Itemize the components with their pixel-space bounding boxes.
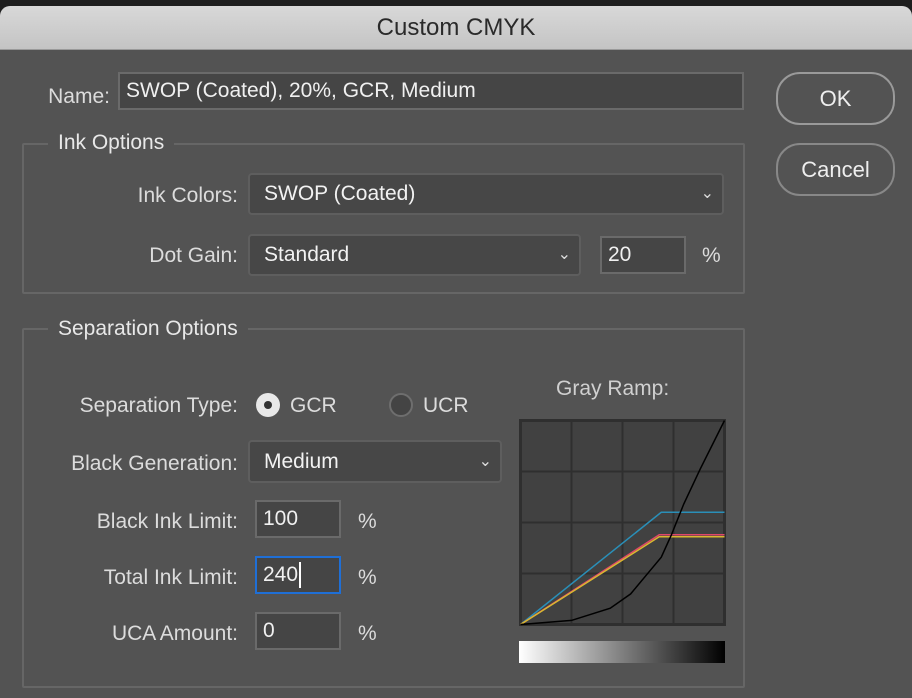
black-curve [520, 420, 726, 626]
black-generation-value: Medium [264, 450, 339, 473]
custom-cmyk-dialog: Custom CMYK Name: SWOP (Coated), 20%, GC… [0, 6, 912, 698]
percent-label: % [358, 622, 377, 645]
ok-button[interactable]: OK [776, 72, 895, 125]
separation-type-label: Separation Type: [79, 394, 238, 417]
cyan-curve [520, 511, 725, 626]
percent-label: % [702, 244, 721, 267]
total-ink-limit-label: Total Ink Limit: [103, 566, 238, 589]
yellow-curve [520, 536, 725, 626]
ink-colors-select[interactable]: SWOP (Coated) ⌄ [248, 173, 724, 215]
cancel-button[interactable]: Cancel [776, 143, 895, 196]
ink-colors-value: SWOP (Coated) [264, 182, 416, 205]
ucr-label[interactable]: UCR [423, 394, 469, 417]
separation-options-title: Separation Options [48, 317, 248, 341]
gcr-label[interactable]: GCR [290, 394, 337, 417]
dot-gain-label: Dot Gain: [149, 244, 238, 267]
total-ink-limit-input[interactable]: 240 [255, 556, 341, 594]
name-input[interactable]: SWOP (Coated), 20%, GCR, Medium [118, 72, 744, 110]
window-title: Custom CMYK [0, 6, 912, 50]
uca-amount-input[interactable]: 0 [255, 612, 341, 650]
ink-options-group [22, 143, 745, 294]
ink-colors-label: Ink Colors: [137, 184, 238, 207]
gray-gradient-bar [519, 641, 725, 663]
ucr-radio[interactable] [389, 393, 413, 417]
chevron-down-icon: ⌄ [478, 453, 492, 470]
gray-ramp-title: Gray Ramp: [556, 377, 670, 400]
black-generation-select[interactable]: Medium ⌄ [248, 440, 502, 483]
gcr-radio[interactable] [256, 393, 280, 417]
separation-options-group [22, 328, 745, 688]
percent-label: % [358, 510, 377, 533]
uca-amount-label: UCA Amount: [111, 622, 238, 645]
total-ink-limit-value: 240 [263, 563, 299, 586]
gray-ramp-graph [519, 419, 726, 626]
name-label: Name: [48, 85, 110, 108]
chevron-down-icon: ⌄ [557, 246, 571, 263]
chevron-down-icon: ⌄ [700, 185, 714, 202]
black-ink-limit-input[interactable]: 100 [255, 500, 341, 538]
dot-gain-amount-input[interactable]: 20 [600, 236, 686, 274]
ink-options-title: Ink Options [48, 131, 175, 155]
dot-gain-value: Standard [264, 243, 350, 266]
dot-gain-select[interactable]: Standard ⌄ [248, 234, 581, 276]
black-ink-limit-label: Black Ink Limit: [96, 510, 238, 533]
black-generation-label: Black Generation: [71, 452, 238, 475]
text-caret [299, 562, 302, 589]
percent-label: % [358, 566, 377, 589]
